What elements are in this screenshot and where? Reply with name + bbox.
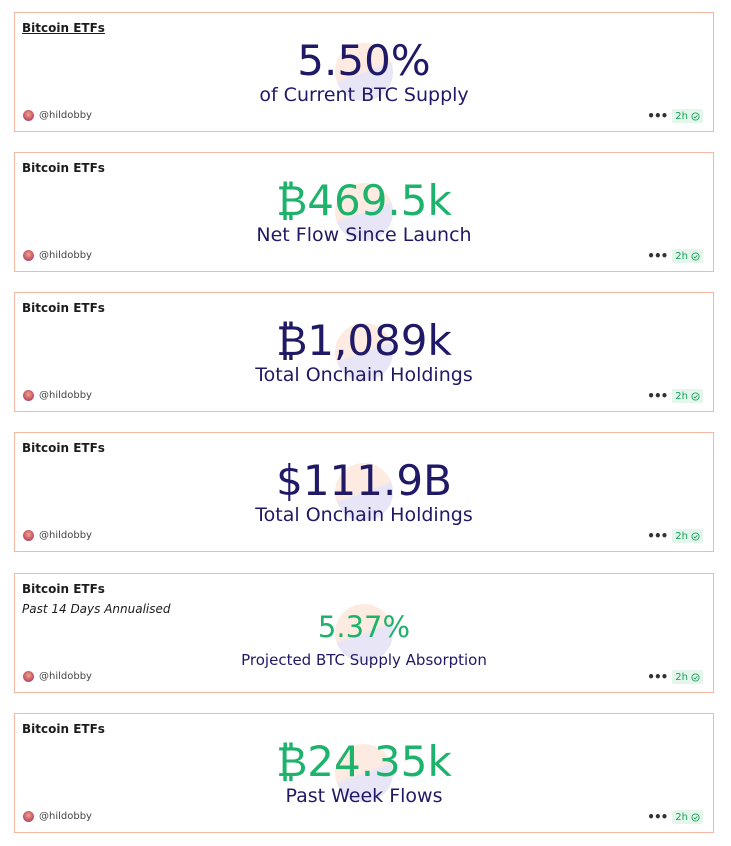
- card-meta: ••• 2h: [647, 810, 703, 824]
- counter-value: ₿1,089k: [276, 316, 452, 365]
- counter-value: 5.50%: [297, 36, 431, 85]
- avatar: [23, 250, 34, 261]
- more-dots-icon[interactable]: •••: [647, 249, 668, 263]
- watermark-logo: [335, 323, 393, 381]
- card-subtitle: Past 14 Days Annualised: [22, 602, 171, 616]
- author-name: @hildobby: [39, 390, 92, 401]
- watermark-logo: [335, 604, 393, 662]
- age-label: 2h: [675, 671, 688, 683]
- author-link[interactable]: @hildobby: [23, 530, 92, 541]
- card-meta: ••• 2h: [647, 389, 703, 403]
- avatar: [23, 110, 34, 121]
- age-label: 2h: [675, 390, 688, 402]
- age-label: 2h: [675, 250, 688, 262]
- counter-label: Net Flow Since Launch: [256, 224, 472, 246]
- counter-value: ₿24.35k: [276, 737, 452, 786]
- card-title[interactable]: Bitcoin ETFs: [22, 722, 105, 736]
- counter-label: Past Week Flows: [285, 785, 443, 807]
- counter-card: Bitcoin ETFs $111.9B Total Onchain Holdi…: [14, 432, 714, 552]
- card-meta: ••• 2h: [647, 249, 703, 263]
- age-label: 2h: [675, 110, 688, 122]
- avatar: [23, 811, 34, 822]
- more-dots-icon[interactable]: •••: [647, 109, 668, 123]
- card-title[interactable]: Bitcoin ETFs: [22, 301, 105, 315]
- watermark-logo: [335, 43, 393, 101]
- counter-card: Bitcoin ETFs 5.50% of Current BTC Supply…: [14, 12, 714, 132]
- card-meta: ••• 2h: [647, 109, 703, 123]
- author-link[interactable]: @hildobby: [23, 811, 92, 822]
- more-dots-icon[interactable]: •••: [647, 389, 668, 403]
- refresh-badge[interactable]: 2h: [672, 529, 703, 543]
- refresh-badge[interactable]: 2h: [672, 249, 703, 263]
- refresh-badge[interactable]: 2h: [672, 670, 703, 684]
- counter-label: Total Onchain Holdings: [255, 364, 473, 386]
- counter-card: Bitcoin ETFs Past 14 Days Annualised 5.3…: [14, 573, 714, 693]
- author-name: @hildobby: [39, 811, 92, 822]
- check-circle-icon: [691, 812, 700, 822]
- counter-value: ₿469.5k: [276, 176, 452, 225]
- author-name: @hildobby: [39, 110, 92, 121]
- card-title-link[interactable]: Bitcoin ETFs: [22, 21, 105, 35]
- author-link[interactable]: @hildobby: [23, 671, 92, 682]
- counter-value: $111.9B: [276, 456, 452, 505]
- avatar: [23, 530, 34, 541]
- counter-card: Bitcoin ETFs ₿24.35k Past Week Flows @hi…: [14, 713, 714, 833]
- avatar: [23, 390, 34, 401]
- check-circle-icon: [691, 391, 700, 401]
- author-name: @hildobby: [39, 250, 92, 261]
- check-circle-icon: [691, 251, 700, 261]
- counter-value: 5.37%: [317, 610, 411, 644]
- check-circle-icon: [691, 111, 700, 121]
- watermark-logo: [335, 183, 393, 241]
- refresh-badge[interactable]: 2h: [672, 109, 703, 123]
- author-link[interactable]: @hildobby: [23, 110, 92, 121]
- check-circle-icon: [691, 672, 700, 682]
- author-name: @hildobby: [39, 530, 92, 541]
- counter-label: Total Onchain Holdings: [255, 504, 473, 526]
- check-circle-icon: [691, 531, 700, 541]
- age-label: 2h: [675, 530, 688, 542]
- counter-label: Projected BTC Supply Absorption: [241, 651, 487, 669]
- author-link[interactable]: @hildobby: [23, 390, 92, 401]
- watermark-logo: [335, 744, 393, 802]
- more-dots-icon[interactable]: •••: [647, 810, 668, 824]
- more-dots-icon[interactable]: •••: [647, 529, 668, 543]
- avatar: [23, 671, 34, 682]
- counter-card: Bitcoin ETFs ₿1,089k Total Onchain Holdi…: [14, 292, 714, 412]
- counter-label: of Current BTC Supply: [259, 84, 469, 106]
- author-name: @hildobby: [39, 671, 92, 682]
- refresh-badge[interactable]: 2h: [672, 389, 703, 403]
- watermark-logo: [335, 463, 393, 521]
- card-title[interactable]: Bitcoin ETFs: [22, 161, 105, 175]
- age-label: 2h: [675, 811, 688, 823]
- card-meta: ••• 2h: [647, 670, 703, 684]
- more-dots-icon[interactable]: •••: [647, 670, 668, 684]
- card-meta: ••• 2h: [647, 529, 703, 543]
- counter-card: Bitcoin ETFs ₿469.5k Net Flow Since Laun…: [14, 152, 714, 272]
- card-title[interactable]: Bitcoin ETFs: [22, 582, 105, 596]
- card-title[interactable]: Bitcoin ETFs: [22, 441, 105, 455]
- refresh-badge[interactable]: 2h: [672, 810, 703, 824]
- author-link[interactable]: @hildobby: [23, 250, 92, 261]
